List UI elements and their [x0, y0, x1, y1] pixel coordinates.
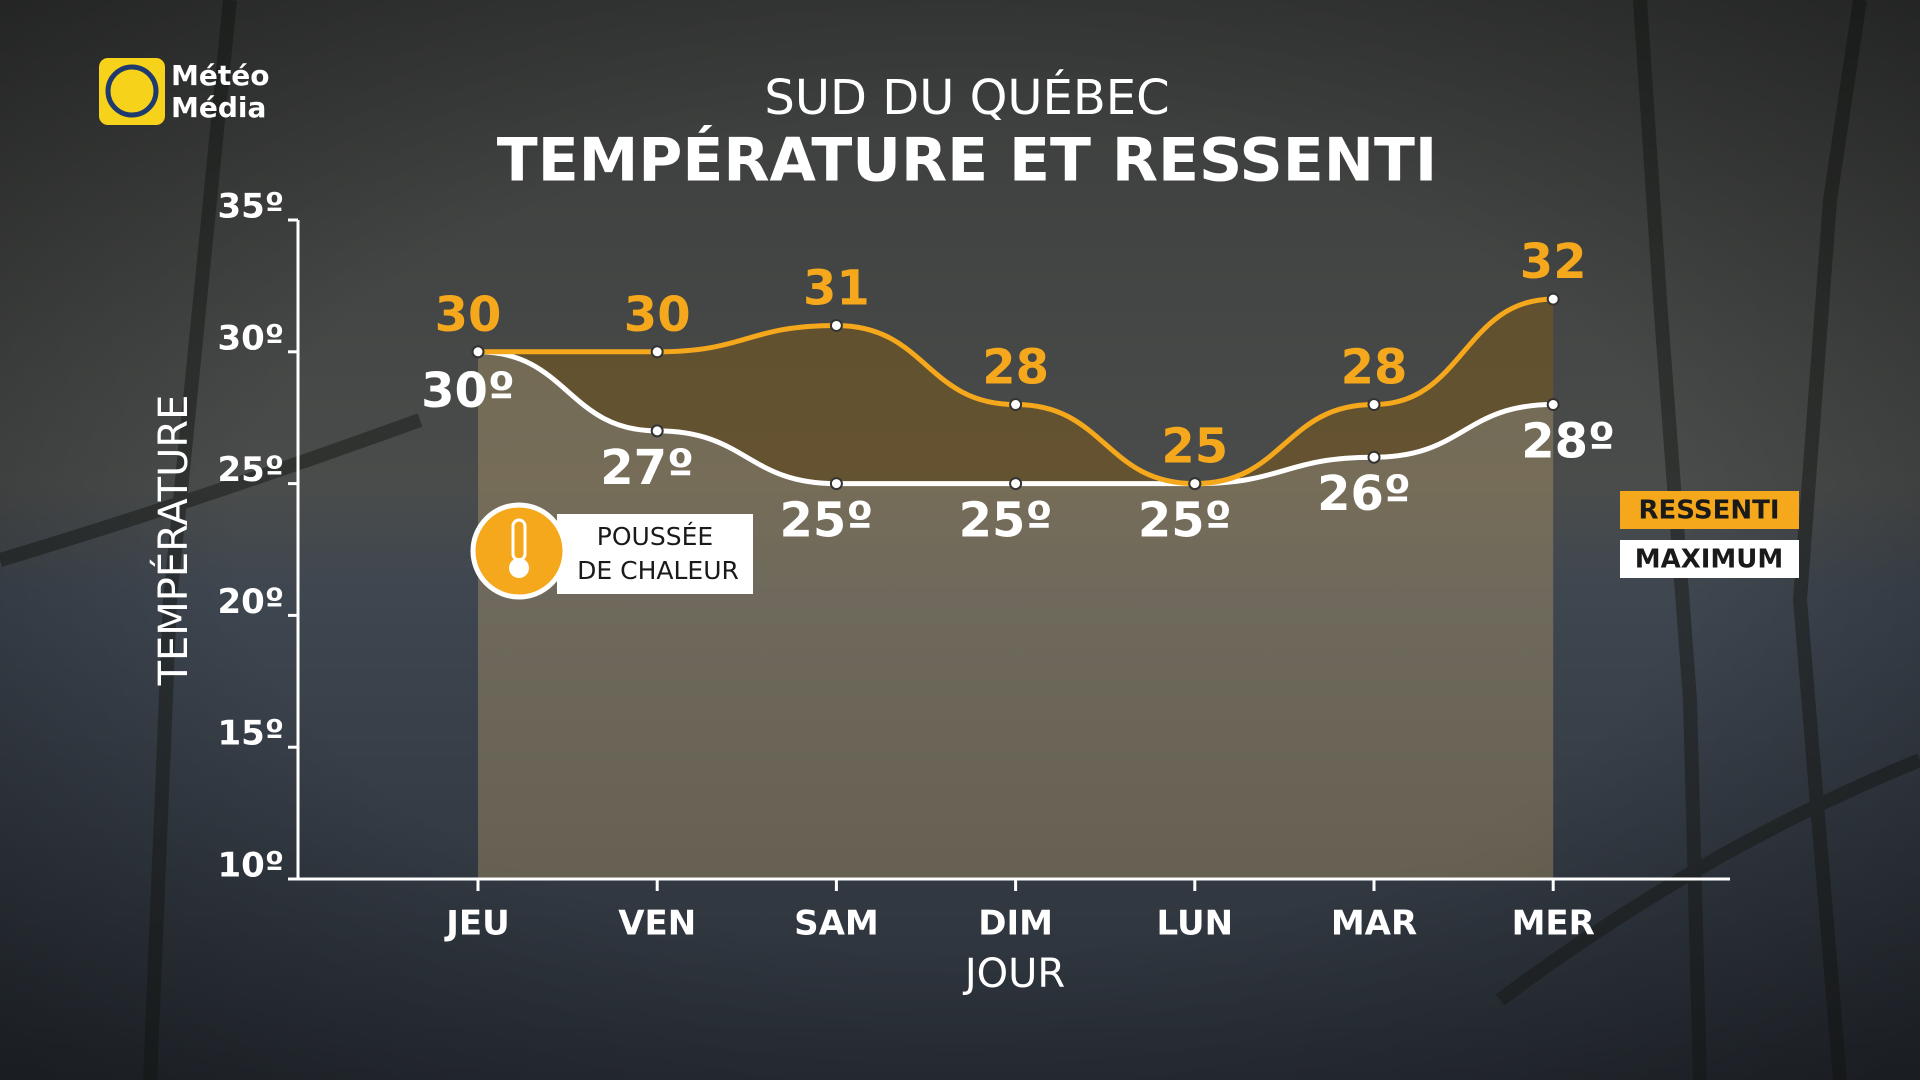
data-label: 28: [982, 340, 1049, 396]
logo-text: Média: [171, 91, 266, 124]
point: [1367, 450, 1381, 464]
area-between: [478, 299, 1554, 484]
point: [1009, 398, 1023, 412]
point: [829, 477, 843, 491]
data-label: 31: [803, 260, 870, 316]
data-label: 25º: [1138, 493, 1232, 549]
x-axis-label: JOUR: [962, 951, 1065, 997]
annotation: DE CHALEUR: [577, 556, 739, 585]
y-axis-label: TEMPÉRATURE: [149, 395, 197, 687]
area-maximum: [478, 351, 1554, 879]
data-label: 30: [435, 287, 502, 343]
data-label: 28: [1341, 340, 1408, 396]
legend-swatch: [1620, 540, 1799, 578]
point: [1546, 398, 1560, 412]
x-tick-label: JEU: [444, 904, 509, 944]
annotation: POUSSÉE: [597, 522, 713, 551]
badge-thermo-bulb: [509, 558, 529, 578]
data-label: 32: [1520, 234, 1587, 290]
point: [1009, 477, 1023, 491]
data-label: 26º: [1317, 466, 1411, 522]
point: [1367, 398, 1381, 412]
x-tick-label: VEN: [618, 904, 696, 944]
y-tick-label: 20º: [218, 582, 285, 622]
x-tick-label: MER: [1512, 904, 1595, 944]
legend-label: MAXIMUM: [1635, 545, 1784, 575]
x-tick-label: LUN: [1157, 904, 1234, 944]
data-label: 30: [624, 287, 691, 343]
data-label: 28º: [1521, 414, 1615, 470]
logo-globe: [105, 64, 159, 118]
y-tick-label: 15º: [218, 714, 285, 754]
x-tick-label: SAM: [794, 904, 879, 944]
y-tick-label: 35º: [218, 187, 285, 227]
legend-label: RESSENTI: [1639, 496, 1780, 526]
x-tick-label: DIM: [978, 904, 1053, 944]
badge-box: [557, 514, 753, 594]
logo-text: Météo: [171, 59, 269, 92]
data-label: 25: [1161, 419, 1228, 475]
data-label: 25º: [959, 493, 1053, 549]
y-tick-label: 10º: [218, 846, 285, 886]
point: [650, 345, 664, 359]
data-label: 27º: [600, 440, 694, 496]
data-label: 30º: [421, 363, 515, 419]
data-label: 25º: [779, 493, 873, 549]
x-tick-label: MAR: [1331, 904, 1417, 944]
legend-swatch: [1620, 491, 1799, 529]
badge-icon: [470, 502, 568, 600]
point: [1546, 292, 1560, 306]
chart-subtitle: SUD DU QUÉBEC: [764, 69, 1169, 126]
point: [471, 345, 485, 359]
y-tick-label: 30º: [218, 318, 285, 358]
point: [1188, 477, 1202, 491]
chart-title: TEMPÉRATURE ET RESSENTI: [497, 124, 1437, 196]
point: [650, 424, 664, 438]
point: [829, 318, 843, 332]
y-tick-label: 25º: [218, 450, 285, 490]
